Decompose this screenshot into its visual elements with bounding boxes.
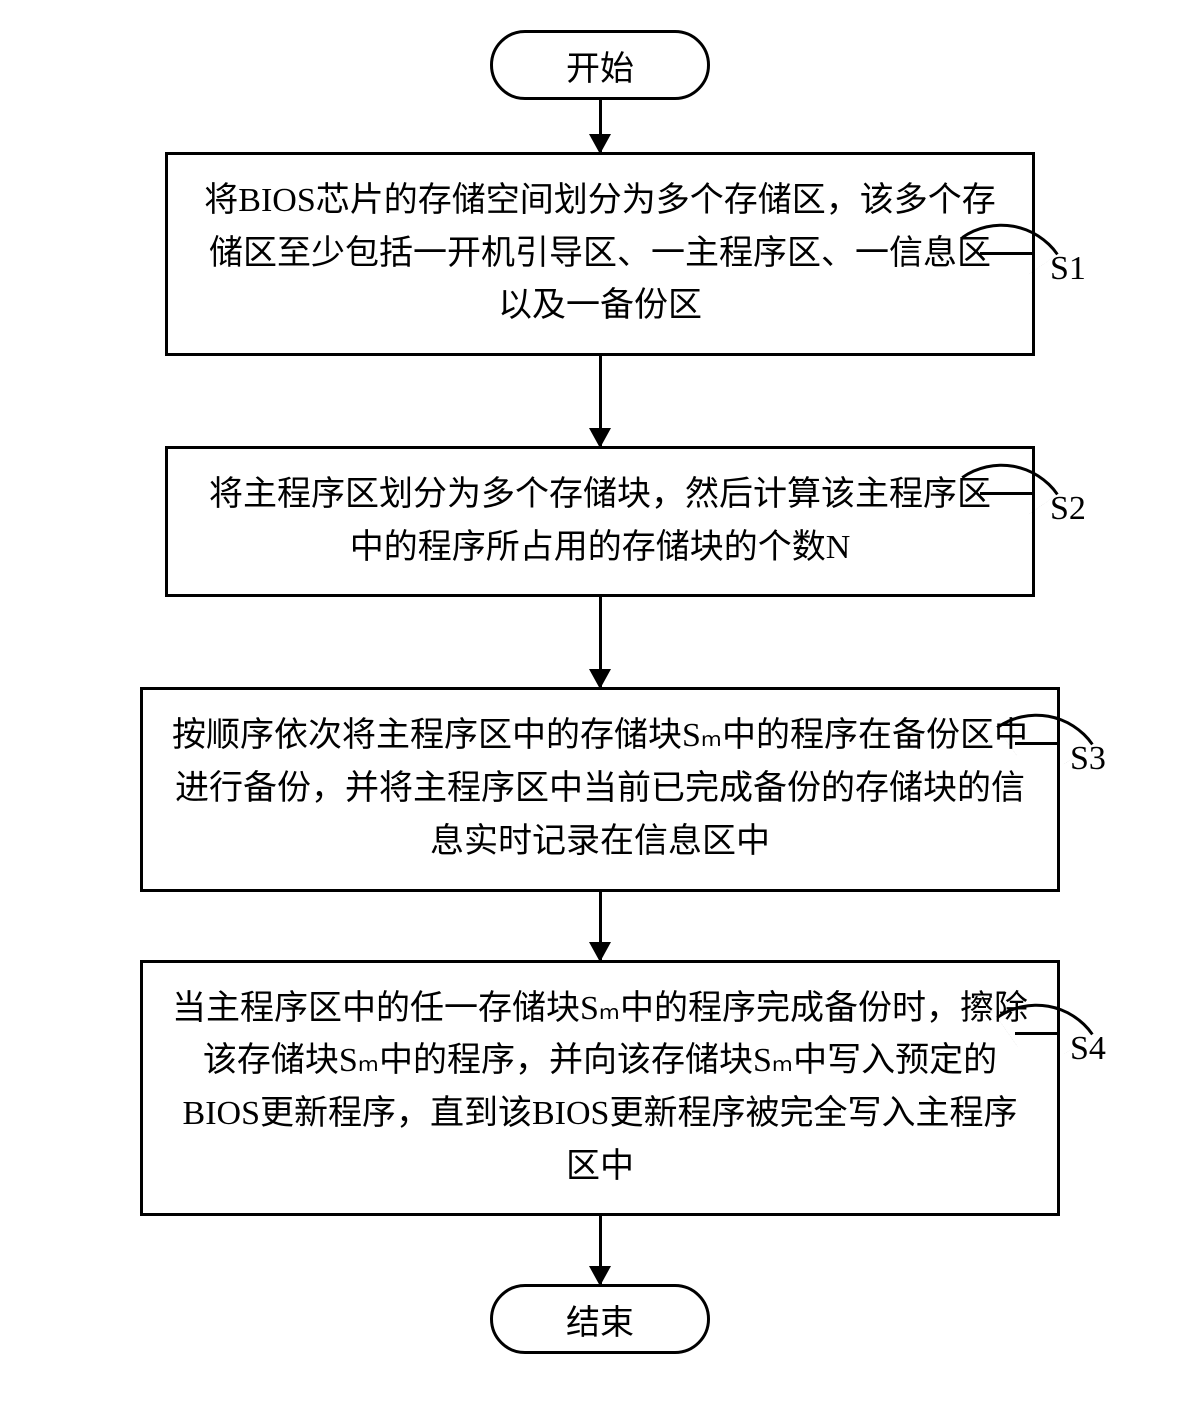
start-label: 开始 <box>566 41 634 90</box>
flowchart-container: 开始 将BIOS芯片的存储空间划分为多个存储区，该多个存储区至少包括一开机引导区… <box>50 30 1150 1354</box>
arrow-1 <box>599 356 602 446</box>
arrow-3 <box>599 892 602 960</box>
step-s3-text: 按顺序依次将主程序区中的存储块Sₘ中的程序在备份区中进行备份，并将主程序区中当前… <box>172 717 1028 859</box>
step-s2: 将主程序区划分为多个存储块，然后计算该主程序区中的程序所占用的存储块的个数N <box>165 446 1035 597</box>
arrow-4 <box>599 1216 602 1284</box>
end-terminal: 结束 <box>490 1284 710 1354</box>
end-label: 结束 <box>566 1295 634 1344</box>
step-s2-text: 将主程序区划分为多个存储块，然后计算该主程序区中的程序所占用的存储块的个数N <box>209 476 991 566</box>
arrow-0 <box>599 100 602 152</box>
step-s3: 按顺序依次将主程序区中的存储块Sₘ中的程序在备份区中进行备份，并将主程序区中当前… <box>140 687 1060 891</box>
step-s1: 将BIOS芯片的存储空间划分为多个存储区，该多个存储区至少包括一开机引导区、一主… <box>165 152 1035 356</box>
step-s4-text: 当主程序区中的任一存储块Sₘ中的程序完成备份时，擦除该存储块Sₘ中的程序，并向该… <box>172 990 1028 1185</box>
start-terminal: 开始 <box>490 30 710 100</box>
arrow-2 <box>599 597 602 687</box>
step-s1-text: 将BIOS芯片的存储空间划分为多个存储区，该多个存储区至少包括一开机引导区、一主… <box>204 182 995 324</box>
step-s4: 当主程序区中的任一存储块Sₘ中的程序完成备份时，擦除该存储块Sₘ中的程序，并向该… <box>140 960 1060 1217</box>
